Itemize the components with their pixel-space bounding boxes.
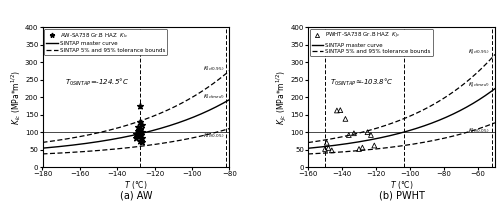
Point <box>138 140 145 144</box>
Point <box>136 104 143 108</box>
Point <box>132 137 140 140</box>
Text: $K_{Jc(0.05)}$: $K_{Jc(0.05)}$ <box>468 127 489 137</box>
Text: $K_{Ic(med)}$: $K_{Ic(med)}$ <box>202 93 224 101</box>
Y-axis label: $K_{Ic}$ (MPa*m$^{1/2}$): $K_{Ic}$ (MPa*m$^{1/2}$) <box>10 70 24 125</box>
Point <box>136 134 143 137</box>
Text: $T_{0SINTAP}$≈-103.8°C: $T_{0SINTAP}$≈-103.8°C <box>330 77 394 88</box>
Text: $K_{Jc(med)}$: $K_{Jc(med)}$ <box>468 81 489 91</box>
Point <box>370 144 378 147</box>
Point <box>333 109 341 112</box>
Point <box>367 133 375 137</box>
Y-axis label: $K_{Jc}$ (MPa*m$^{1/2}$): $K_{Jc}$ (MPa*m$^{1/2}$) <box>274 70 289 125</box>
Point <box>321 147 329 151</box>
Text: $K_{Jc(0.95)}$: $K_{Jc(0.95)}$ <box>468 47 489 58</box>
X-axis label: $T$ (°C): $T$ (°C) <box>124 179 148 191</box>
Point <box>136 129 143 132</box>
Point <box>138 130 145 134</box>
Text: $T_{0SINTAP}$=-124.5°C: $T_{0SINTAP}$=-124.5°C <box>65 77 129 88</box>
Point <box>358 146 366 149</box>
Point <box>134 135 142 138</box>
Point <box>322 141 330 144</box>
Point <box>136 128 143 131</box>
Point <box>328 149 336 152</box>
Point <box>350 132 358 135</box>
Point <box>355 147 363 151</box>
Point <box>134 125 142 129</box>
X-axis label: $T$ (°C): $T$ (°C) <box>390 179 413 191</box>
Point <box>134 129 142 133</box>
Point <box>324 146 332 150</box>
Point <box>345 133 353 137</box>
Point <box>336 108 344 112</box>
Title: (a) AW: (a) AW <box>120 190 152 200</box>
Text: $K_{Ic(0.95)}$: $K_{Ic(0.95)}$ <box>202 64 224 73</box>
Title: (b) PWHT: (b) PWHT <box>378 190 424 200</box>
Point <box>342 117 349 121</box>
Point <box>136 132 143 136</box>
Legend: AW-SA738 Gr.B HAZ  $K_{Ic}$, SINTAP master curve, SINTAP 5% and 95% tolerance bo: AW-SA738 Gr.B HAZ $K_{Ic}$, SINTAP maste… <box>44 29 168 55</box>
Point <box>138 124 145 127</box>
Point <box>136 127 143 130</box>
Point <box>136 139 143 143</box>
Text: $K_{Ic(0.05)}$: $K_{Ic(0.05)}$ <box>202 132 224 140</box>
Point <box>138 137 145 140</box>
Point <box>132 132 140 136</box>
Point <box>136 121 143 124</box>
Legend: PWHT-SA738 Gr.B HAZ  $K_{Jc}$, SINTAP master curve, SINTAP 5% and 95% tolerance : PWHT-SA738 Gr.B HAZ $K_{Jc}$, SINTAP mas… <box>310 29 433 56</box>
Point <box>364 130 372 134</box>
